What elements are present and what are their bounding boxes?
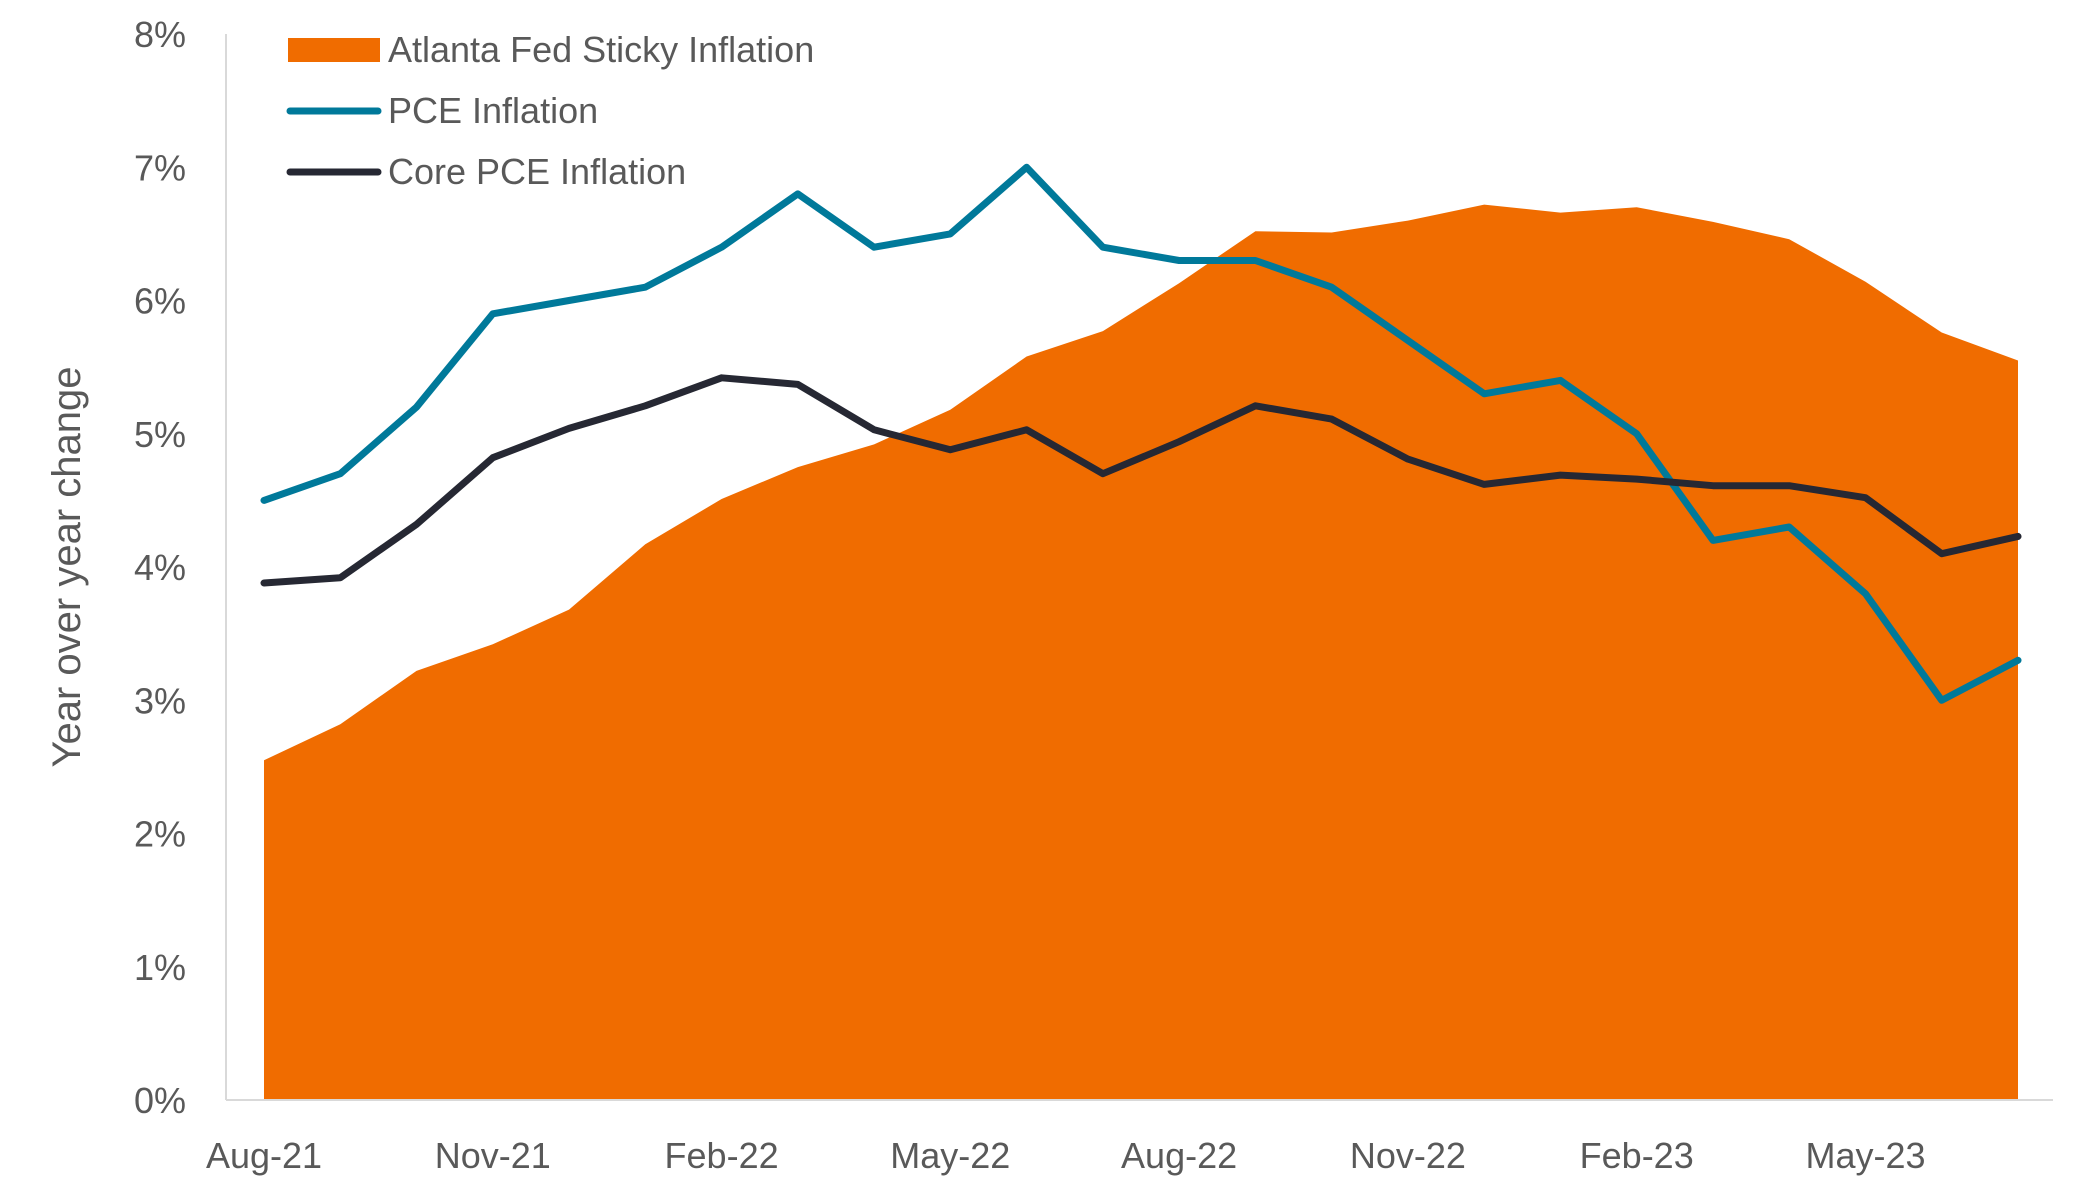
y-tick-label: 7% (134, 147, 186, 188)
y-tick-label: 5% (134, 414, 186, 455)
legend-label-pce-inflation: PCE Inflation (388, 90, 598, 131)
y-axis-title: Year over year change (45, 366, 89, 767)
sticky-inflation-area (264, 205, 2018, 1100)
x-tick-label: Aug-22 (1121, 1135, 1237, 1176)
legend: Atlanta Fed Sticky Inflation PCE Inflatio… (288, 29, 814, 192)
y-tick-label: 0% (134, 1080, 186, 1121)
x-tick-labels: Aug-21 Nov-21 Feb-22 May-22 Aug-22 Nov-22 Feb-… (206, 1135, 1926, 1176)
area-layer (264, 205, 2018, 1100)
y-tick-label: 4% (134, 547, 186, 588)
legend-label-core-pce-inflation: Core PCE Inflation (388, 151, 686, 192)
x-tick-label: Feb-23 (1580, 1135, 1694, 1176)
legend-label-atlanta-fed-sticky-inflation: Atlanta Fed Sticky Inflation (388, 29, 814, 70)
x-tick-label: Feb-22 (665, 1135, 779, 1176)
y-tick-label: 2% (134, 814, 186, 855)
x-tick-label: May-23 (1805, 1135, 1925, 1176)
legend-swatch-atlanta-fed-sticky-inflation (288, 38, 380, 62)
x-tick-label: Aug-21 (206, 1135, 322, 1176)
x-tick-label: Nov-22 (1350, 1135, 1466, 1176)
y-tick-label: 3% (134, 680, 186, 721)
x-tick-label: May-22 (890, 1135, 1010, 1176)
y-tick-label: 1% (134, 947, 186, 988)
y-tick-label: 8% (134, 14, 186, 55)
x-tick-label: Nov-21 (435, 1135, 551, 1176)
y-tick-label: 6% (134, 281, 186, 322)
y-tick-labels: 0% 1% 2% 3% 4% 5% 6% 7% 8% (134, 14, 186, 1121)
